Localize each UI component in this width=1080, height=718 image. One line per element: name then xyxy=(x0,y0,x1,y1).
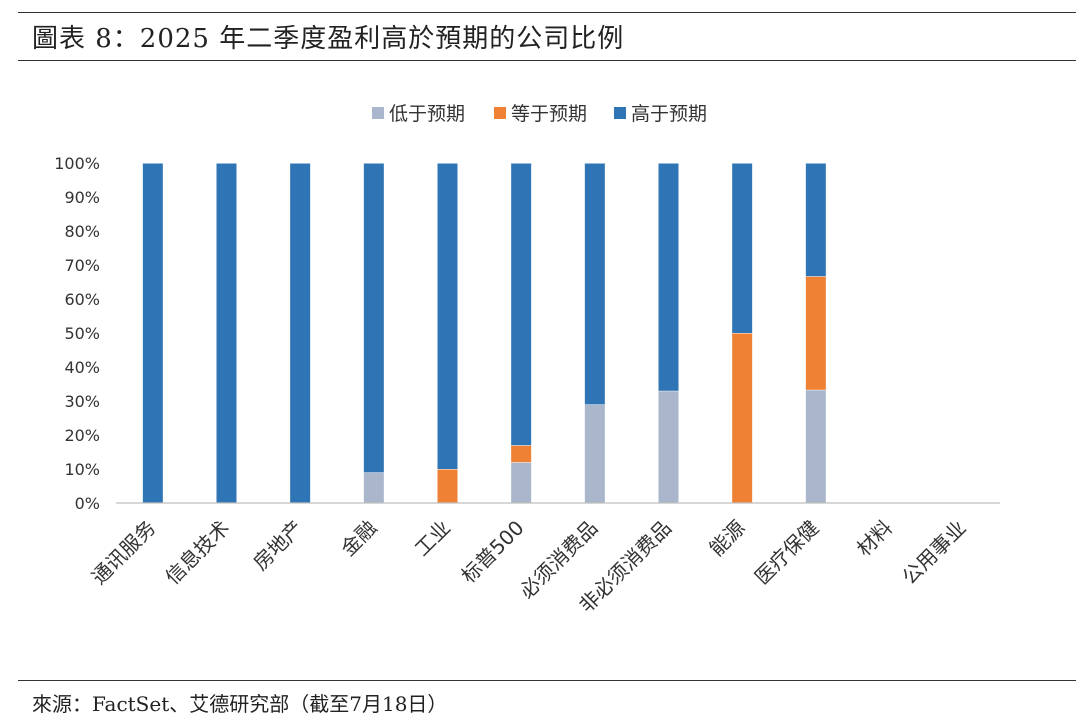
x-category-label: 材料 xyxy=(852,516,897,561)
source-rule xyxy=(18,680,1076,681)
bar-segment-0 xyxy=(511,462,532,503)
bar-segment-2 xyxy=(142,163,163,503)
source-note: 來源：FactSet、艾德研究部（截至7月18日） xyxy=(32,692,448,716)
y-tick-label: 60% xyxy=(64,290,100,309)
y-tick-label: 10% xyxy=(64,460,100,479)
legend-swatch-1 xyxy=(494,107,506,119)
legend-label-1: 等于预期 xyxy=(511,103,587,125)
bar-segment-1 xyxy=(511,445,532,463)
bar-segment-1 xyxy=(732,333,753,503)
stacked-bar-chart: 低于预期 等于预期 高于预期 0% 10% 20% 30% 40% 50% 60% 70% 80% 9… xyxy=(54,103,1000,617)
y-tick-label: 0% xyxy=(75,494,100,513)
bar-segment-2 xyxy=(290,163,311,503)
bar-segment-1 xyxy=(805,276,826,390)
top-rule xyxy=(18,12,1076,13)
x-category-label: 能源 xyxy=(704,516,749,561)
legend-label-2: 高于预期 xyxy=(631,103,707,125)
bar-segment-0 xyxy=(363,472,384,503)
y-tick-label: 100% xyxy=(54,154,100,173)
y-tick-label: 30% xyxy=(64,392,100,411)
bar-segment-0 xyxy=(584,404,605,503)
bar-segment-2 xyxy=(805,163,826,277)
bar-segment-2 xyxy=(732,163,753,333)
y-tick-label: 80% xyxy=(64,222,100,241)
bars-group xyxy=(142,162,826,503)
legend-swatch-0 xyxy=(372,107,384,119)
x-category-label: 信息技术 xyxy=(160,516,234,590)
x-category-label: 金融 xyxy=(336,516,381,561)
chart-legend: 低于预期 等于预期 高于预期 xyxy=(372,103,707,125)
legend-label-0: 低于预期 xyxy=(389,103,465,125)
y-tick-label: 40% xyxy=(64,358,100,377)
bar-segment-1 xyxy=(437,469,458,503)
y-axis: 0% 10% 20% 30% 40% 50% 60% 70% 80% 90% 100% xyxy=(54,154,100,513)
y-tick-label: 20% xyxy=(64,426,100,445)
x-category-label: 公用事业 xyxy=(897,516,971,590)
bar-segment-2 xyxy=(363,163,384,473)
bar-segment-2 xyxy=(658,163,679,391)
x-category-label: 房地产 xyxy=(248,516,307,575)
x-category-label: 工业 xyxy=(410,516,455,561)
title-rule xyxy=(18,60,1076,61)
bar-segment-0 xyxy=(658,390,679,503)
legend-swatch-2 xyxy=(614,107,626,119)
y-tick-label: 70% xyxy=(64,256,100,275)
y-tick-label: 90% xyxy=(64,188,100,207)
figure-title: 圖表 8：2025 年二季度盈利高於預期的公司比例 xyxy=(32,24,625,54)
bar-segment-0 xyxy=(805,389,826,503)
x-axis: 通讯服务 信息技术 房地产 金融 工业 标普500必须消费品非必须消费品 能源 医疗保健 材料公… xyxy=(87,502,1000,617)
bar-segment-2 xyxy=(511,163,532,446)
y-tick-label: 50% xyxy=(64,324,100,343)
x-category-label: 医疗保健 xyxy=(750,516,824,590)
bar-segment-2 xyxy=(584,163,605,405)
x-category-label: 通讯服务 xyxy=(87,516,161,590)
bar-segment-2 xyxy=(437,163,458,469)
x-category-label: 标普500 xyxy=(456,516,528,588)
bar-segment-2 xyxy=(216,163,237,503)
